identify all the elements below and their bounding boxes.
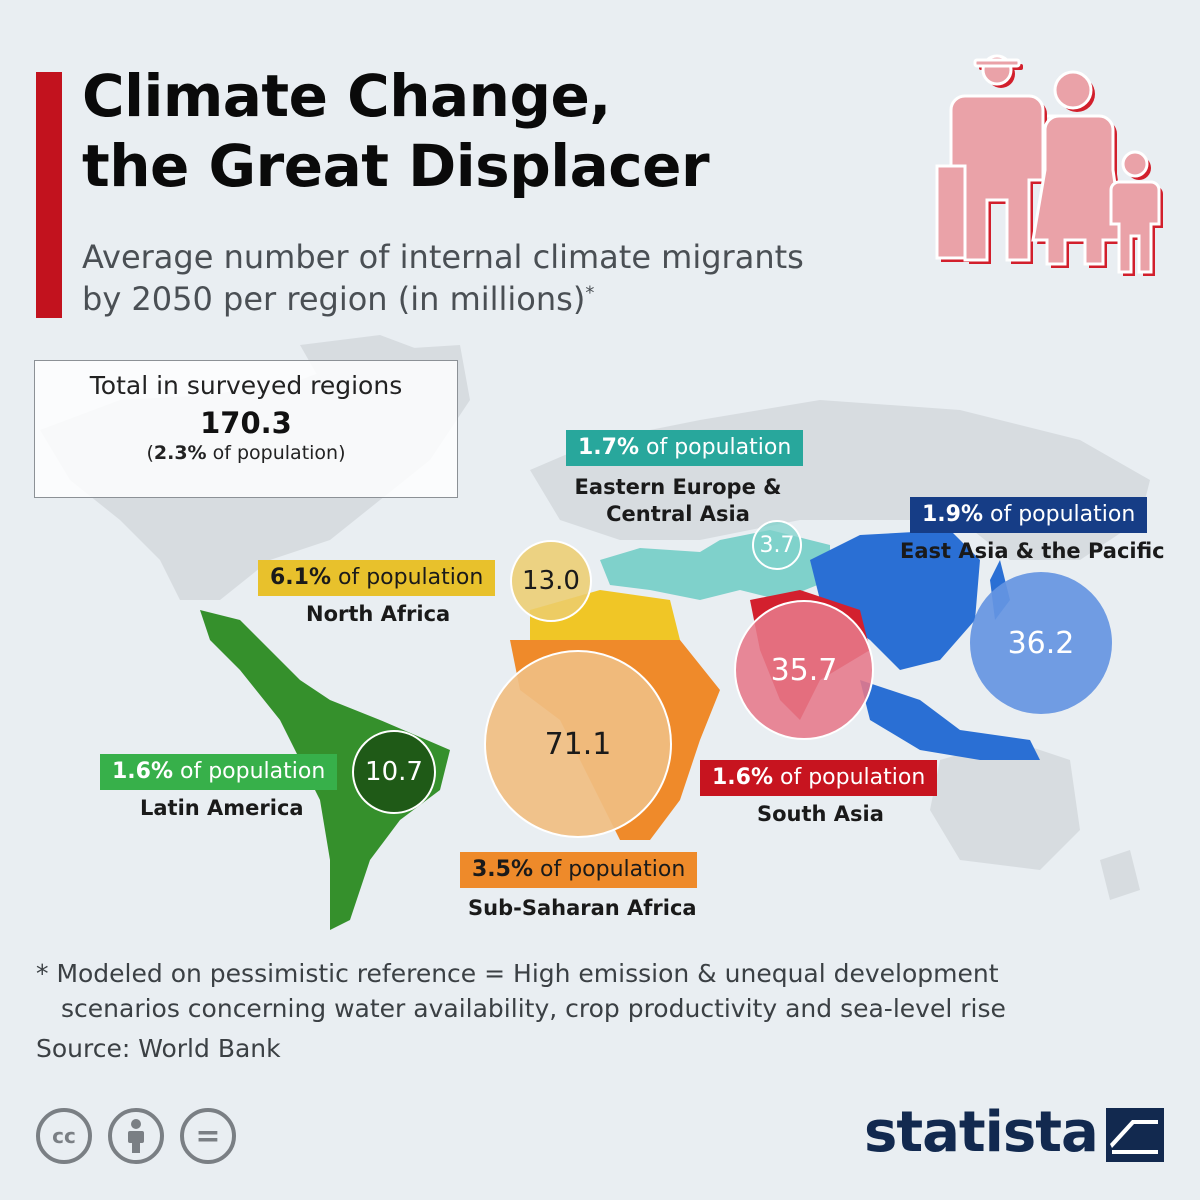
- page-title: Climate Change, the Great Displacer: [82, 62, 710, 200]
- region-label-north-africa: North Africa: [306, 602, 451, 626]
- bubble-sub-saharan-africa: 71.1: [484, 650, 672, 838]
- bubble-south-asia: 35.7: [734, 600, 874, 740]
- bubble-latin-america: 10.7: [352, 730, 436, 814]
- page-subtitle: Average number of internal climate migra…: [82, 238, 804, 319]
- attribution-icon[interactable]: [108, 1108, 164, 1164]
- footnote: * Modeled on pessimistic reference = Hig…: [36, 959, 1006, 1023]
- bubble-east-asia-pacific: 36.2: [970, 572, 1112, 714]
- source-note: Source: World Bank: [36, 1034, 281, 1063]
- pct-badge-south-asia: 1.6% of population: [700, 760, 938, 796]
- region-label-east-asia-pacific: East Asia & the Pacific: [900, 539, 1165, 563]
- total-value: 170.3: [200, 406, 292, 440]
- footnote-marker: *: [585, 282, 595, 304]
- pct-badge-east-asia-pacific: 1.9% of population: [910, 497, 1148, 533]
- cc-icon[interactable]: cc: [36, 1108, 92, 1164]
- pct-badge-north-africa: 6.1% of population: [258, 560, 496, 596]
- pct-badge-latin-america: 1.6% of population: [100, 754, 338, 790]
- pct-badge-eastern-europe-central-asia: 1.7% of population: [566, 430, 804, 466]
- region-label-south-asia: South Asia: [757, 802, 884, 826]
- region-label-eastern-europe-central-asia: Eastern Europe & Central Asia: [574, 475, 782, 527]
- bubble-eastern-europe-central-asia: 3.7: [752, 520, 802, 570]
- region-label-sub-saharan-africa: Sub-Saharan Africa: [468, 896, 697, 920]
- pct-badge-sub-saharan-africa: 3.5% of population: [460, 852, 698, 888]
- statista-logo[interactable]: statista: [864, 1100, 1099, 1165]
- region-label-latin-america: Latin America: [140, 796, 304, 820]
- family-icon: [935, 54, 1163, 276]
- total-label: Total in surveyed regions: [89, 371, 403, 400]
- no-derivatives-icon[interactable]: =: [180, 1108, 236, 1164]
- total-pct: (2.3% of population): [146, 442, 346, 464]
- total-summary-box: Total in surveyed regions 170.3 (2.3% of…: [34, 360, 458, 498]
- bubble-north-africa: 13.0: [510, 540, 592, 622]
- statista-logo-mark-icon: [1106, 1108, 1164, 1162]
- title-accent-bar: [36, 72, 62, 318]
